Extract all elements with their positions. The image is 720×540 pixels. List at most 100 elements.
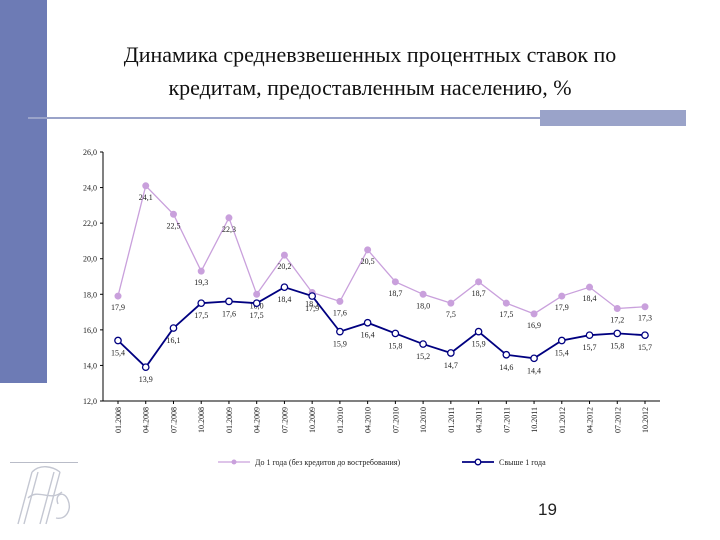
series-short-term-point [419,290,427,298]
series-long-term-point [391,329,400,338]
title-divider-block [540,110,686,126]
series-short-term-label: 19,3 [194,278,208,287]
series-long-term-label: 15,8 [610,341,624,350]
series-long-term-point [308,292,317,300]
series-short-term-point [641,303,649,311]
series-short-term-point [225,214,233,222]
series-long-term-label: 17,6 [222,309,236,318]
y-tick-label: 14,0 [83,361,97,370]
accent-side-bar [0,0,47,383]
series-long-term-label: 16,4 [361,331,375,340]
series-short-term-label: 17,9 [555,303,569,312]
series-short-term-label: 18,1 [305,300,319,309]
series-short-term-point [336,297,344,305]
series-short-term-label: 22,5 [166,221,180,230]
series-long-term-point [446,349,455,357]
series-short-term-label: 22,3 [222,225,236,234]
series-long-term-label: 15,9 [472,340,486,349]
x-tick-label: 10.2009 [308,407,317,433]
series-long-term-label: 16,1 [166,336,180,345]
series-short-term-label: 18,0 [416,301,430,310]
x-tick-label: 10.2010 [419,407,428,433]
y-tick-label: 12,0 [83,397,97,406]
title-divider [28,117,540,119]
series-long-term-point [613,329,622,338]
series-short-term-label: 18,7 [472,289,486,298]
series-long-term-label: 18,4 [277,295,291,304]
series-long-term-label: 15,8 [388,341,402,350]
x-tick-label: 01.2010 [336,407,345,433]
x-tick-label: 07.2011 [502,407,511,433]
x-tick-label: 07.2009 [280,407,289,433]
series-long-term-label: 15,2 [416,352,430,361]
series-long-term-label: 13,9 [139,375,153,384]
series-short-term-point [253,290,261,298]
series-short-term-line [117,184,646,315]
series-short-term-label: 24,1 [139,193,153,202]
x-tick-label: 10.2011 [530,407,539,433]
series-long-term-point [225,297,233,306]
series-long-term-label: 14,4 [527,366,541,375]
series-long-term-point [114,336,122,345]
y-tick-label: 18,0 [83,290,97,299]
series-long-term-point [641,331,649,340]
logo-divider [10,462,78,463]
series-long-term-point [557,336,566,345]
series-long-term-label: 17,5 [250,311,264,320]
x-tick-label: 10.2012 [641,407,650,433]
x-tick-label: 01.2012 [558,407,567,433]
series-long-term-point [141,363,150,372]
y-tick-label: 22,0 [83,219,97,228]
series-long-term-label: 15,7 [583,343,597,352]
x-tick-label: 04.2012 [586,407,595,433]
legend-long-term-label: Свыше 1 года [499,458,546,467]
series-long-term-point [280,283,289,292]
series-short-term-label: 17,6 [333,308,347,317]
x-tick-label: 01.2008 [114,407,123,433]
x-tick-label: 10.2008 [197,407,206,433]
series-short-term-point [475,278,483,286]
series-long-term-point [419,340,427,348]
series-short-term-point [613,305,621,313]
series-short-term-label: 18,7 [388,289,402,298]
x-tick-label: 07.2010 [391,407,400,433]
series-long-term-label: 15,4 [555,349,569,358]
series-short-term-point [586,283,594,291]
x-tick-label: 04.2010 [364,407,373,433]
series-short-term-point [169,210,177,218]
series-long-term-point [169,324,178,332]
x-tick-label: 07.2008 [169,407,178,433]
series-short-term-point [530,310,538,318]
series-long-term-point [530,354,538,363]
series-long-term-label: 15,9 [333,340,347,349]
y-tick-label: 26,0 [83,148,97,157]
series-long-term-label: 15,7 [638,343,652,352]
series-short-term-point [502,299,510,307]
series-short-term-label: 7,5 [446,310,456,319]
series-short-term-label: 20,2 [277,262,291,271]
series-long-term-label: 15,4 [111,349,125,358]
x-tick-label: 04.2011 [475,407,484,433]
series-long-term-line [117,286,646,369]
series-long-term-point [502,350,511,359]
series-long-term-point [363,318,372,327]
series-short-term-point [280,251,288,259]
series-short-term-point [558,292,566,300]
x-tick-label: 01.2011 [447,407,456,433]
page-number: 19 [538,500,557,519]
title-line-1: Динамика средневзвешенных процентных ста… [123,42,617,67]
y-tick-label: 24,0 [83,184,97,193]
series-long-term-point [585,331,594,340]
y-tick-label: 20,0 [83,255,97,264]
series-short-term-point [197,267,205,275]
y-tick-label: 16,0 [83,326,97,335]
series-short-term-point [447,299,455,307]
series-short-term-label: 20,5 [361,257,375,266]
legend-long-term-marker [474,458,482,466]
legend-short-term-label: До 1 года (без кредитов до востребования… [255,458,400,467]
x-tick-label: 04.2009 [253,407,262,433]
series-short-term-label: 17,9 [111,303,125,312]
legend-short-term-marker [231,459,237,465]
series-long-term-label: 14,7 [444,361,458,370]
x-tick-label: 01.2009 [225,407,234,433]
